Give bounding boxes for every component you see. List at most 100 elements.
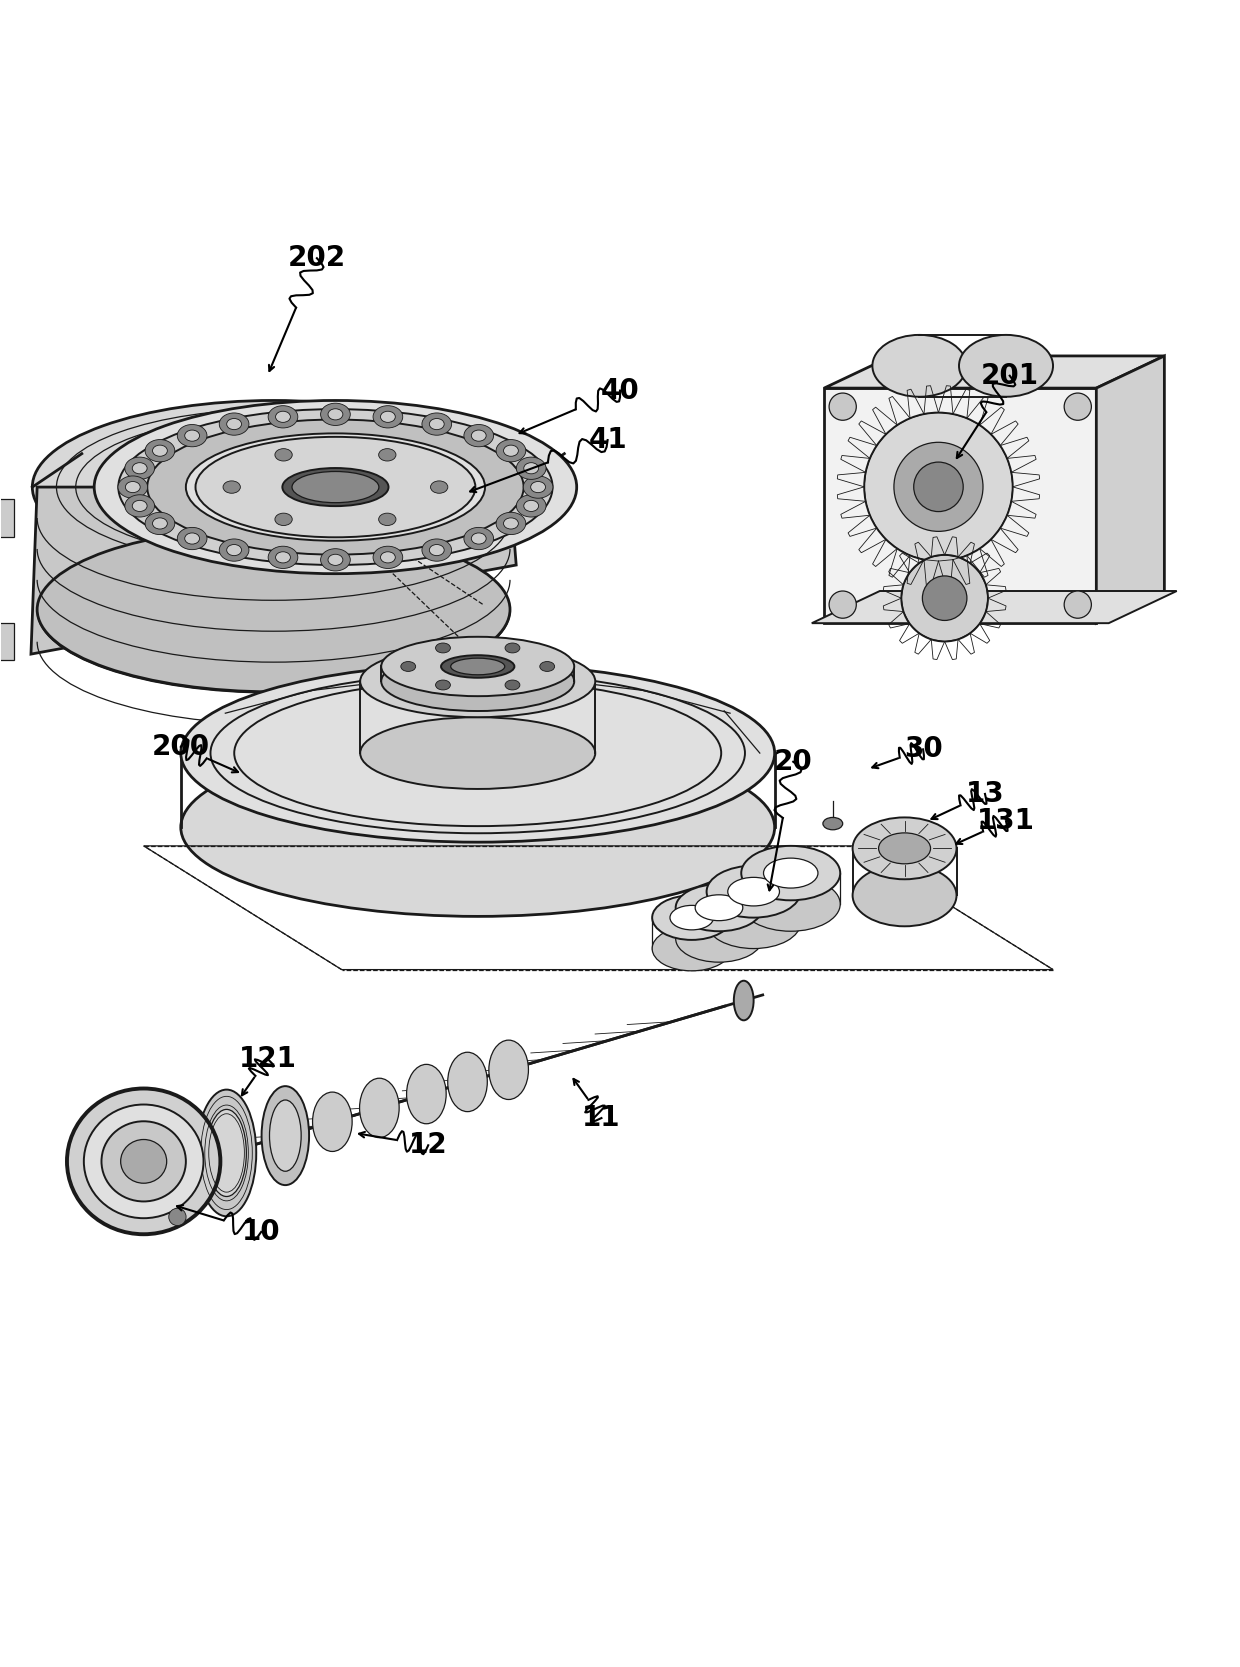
- Polygon shape: [825, 357, 1164, 388]
- Ellipse shape: [503, 518, 518, 528]
- Ellipse shape: [764, 859, 818, 889]
- Ellipse shape: [464, 425, 494, 447]
- Ellipse shape: [312, 1092, 352, 1152]
- Polygon shape: [0, 623, 14, 660]
- Ellipse shape: [505, 643, 520, 653]
- Ellipse shape: [516, 457, 546, 480]
- Ellipse shape: [125, 457, 155, 480]
- Ellipse shape: [471, 430, 486, 442]
- Ellipse shape: [496, 512, 526, 535]
- Ellipse shape: [652, 927, 732, 970]
- Ellipse shape: [676, 915, 763, 962]
- Ellipse shape: [329, 553, 343, 565]
- Ellipse shape: [728, 877, 780, 905]
- Ellipse shape: [219, 538, 249, 562]
- Ellipse shape: [67, 1089, 221, 1234]
- Ellipse shape: [523, 463, 538, 473]
- Ellipse shape: [873, 335, 966, 397]
- Ellipse shape: [422, 538, 451, 562]
- Ellipse shape: [118, 408, 553, 565]
- Ellipse shape: [197, 1090, 257, 1217]
- Ellipse shape: [186, 433, 485, 540]
- Polygon shape: [1096, 357, 1164, 623]
- Ellipse shape: [734, 980, 754, 1020]
- Ellipse shape: [742, 877, 841, 932]
- Ellipse shape: [516, 495, 546, 517]
- Ellipse shape: [422, 413, 451, 435]
- Polygon shape: [812, 592, 1177, 623]
- Ellipse shape: [133, 463, 148, 473]
- Polygon shape: [31, 487, 516, 653]
- Ellipse shape: [215, 443, 456, 530]
- Ellipse shape: [696, 895, 743, 920]
- Ellipse shape: [448, 1052, 487, 1112]
- Ellipse shape: [441, 655, 515, 678]
- Polygon shape: [0, 500, 14, 537]
- Ellipse shape: [378, 448, 396, 462]
- Ellipse shape: [223, 480, 241, 493]
- Ellipse shape: [145, 440, 175, 462]
- Ellipse shape: [102, 1122, 186, 1202]
- Text: 121: 121: [238, 1045, 296, 1072]
- Ellipse shape: [360, 717, 595, 788]
- Ellipse shape: [153, 518, 167, 528]
- Text: 20: 20: [774, 748, 812, 775]
- Ellipse shape: [901, 555, 988, 642]
- Ellipse shape: [145, 512, 175, 535]
- Ellipse shape: [275, 412, 290, 422]
- Ellipse shape: [471, 533, 486, 543]
- Text: 30: 30: [904, 735, 942, 763]
- Ellipse shape: [830, 592, 857, 618]
- Ellipse shape: [373, 547, 403, 568]
- Ellipse shape: [181, 663, 775, 842]
- Ellipse shape: [153, 445, 167, 457]
- Ellipse shape: [283, 468, 388, 507]
- Ellipse shape: [219, 413, 249, 435]
- Ellipse shape: [378, 513, 396, 525]
- Ellipse shape: [407, 1064, 446, 1124]
- Polygon shape: [825, 388, 1096, 623]
- Ellipse shape: [275, 448, 293, 462]
- Ellipse shape: [381, 412, 396, 422]
- Text: 12: 12: [409, 1132, 448, 1159]
- Text: 10: 10: [242, 1219, 280, 1245]
- Ellipse shape: [435, 643, 450, 653]
- Ellipse shape: [181, 738, 775, 917]
- Ellipse shape: [321, 548, 350, 572]
- Ellipse shape: [914, 462, 963, 512]
- Ellipse shape: [125, 482, 140, 493]
- Text: 131: 131: [977, 807, 1035, 835]
- Ellipse shape: [923, 575, 967, 620]
- Ellipse shape: [275, 513, 293, 525]
- Text: 41: 41: [588, 427, 627, 453]
- Ellipse shape: [177, 425, 207, 447]
- Ellipse shape: [148, 420, 523, 555]
- Text: 13: 13: [966, 780, 1004, 808]
- Ellipse shape: [291, 472, 379, 503]
- Ellipse shape: [523, 477, 553, 498]
- Ellipse shape: [1064, 393, 1091, 420]
- Ellipse shape: [185, 533, 200, 543]
- Ellipse shape: [268, 547, 298, 568]
- Ellipse shape: [707, 865, 801, 917]
- Ellipse shape: [373, 405, 403, 428]
- Text: 200: 200: [151, 733, 210, 760]
- Ellipse shape: [133, 500, 148, 512]
- Ellipse shape: [196, 437, 475, 537]
- Ellipse shape: [879, 834, 930, 864]
- Ellipse shape: [118, 477, 148, 498]
- Ellipse shape: [503, 445, 518, 457]
- Ellipse shape: [894, 442, 983, 532]
- Ellipse shape: [32, 400, 515, 573]
- Ellipse shape: [435, 680, 450, 690]
- Text: 40: 40: [600, 377, 640, 405]
- Ellipse shape: [531, 482, 546, 493]
- Ellipse shape: [177, 1139, 217, 1185]
- Ellipse shape: [853, 865, 956, 927]
- Ellipse shape: [959, 335, 1053, 397]
- Ellipse shape: [329, 408, 343, 420]
- Ellipse shape: [169, 1209, 186, 1225]
- Ellipse shape: [429, 418, 444, 430]
- Ellipse shape: [523, 500, 538, 512]
- Ellipse shape: [269, 1100, 301, 1172]
